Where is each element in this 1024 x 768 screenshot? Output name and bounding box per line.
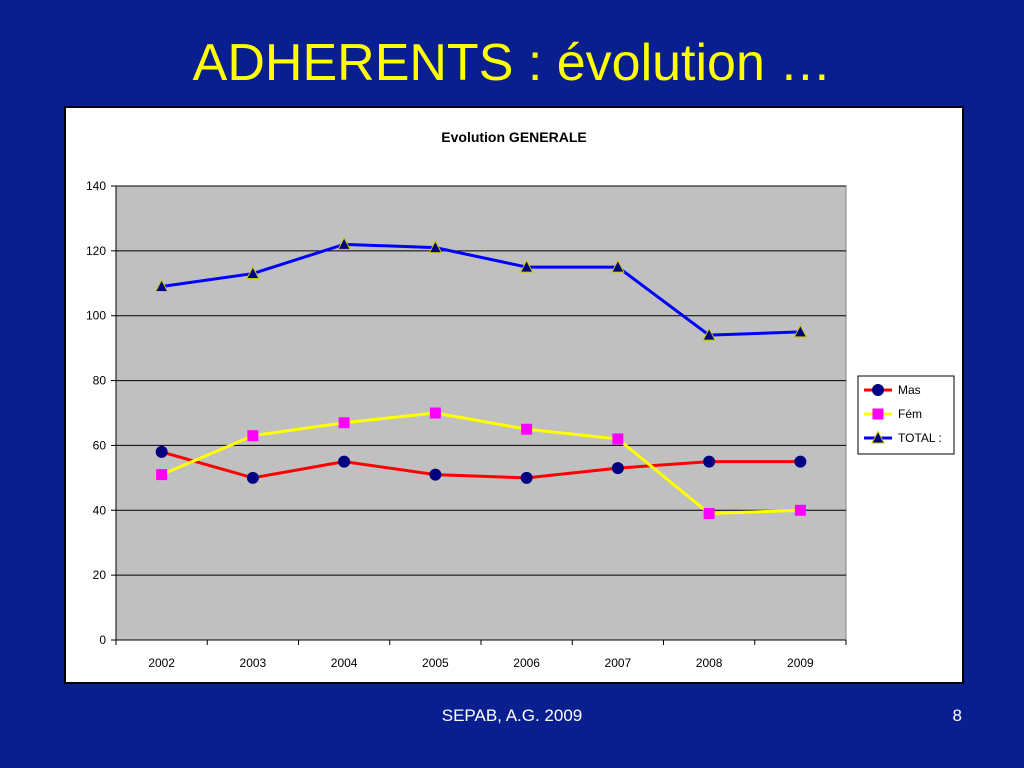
data-point [429,407,441,419]
y-tick-label: 60 [93,438,107,452]
data-point [520,471,533,484]
data-point [521,423,533,435]
x-tick-label: 2007 [605,656,632,670]
x-tick-label: 2003 [240,656,267,670]
legend-label: Mas [898,383,921,397]
data-point [154,278,169,293]
data-point [337,236,351,250]
legend-marker [872,408,884,420]
plot-area [115,185,847,641]
slide-title: ADHERENTS : évolution … [192,34,832,92]
y-tick-label: 140 [86,179,106,193]
y-tick-label: 40 [93,503,107,517]
legend-label: TOTAL : [898,431,942,445]
data-point [428,240,443,254]
line-chart: Evolution GENERALE 0 20 40 60 80 100 120 140 2002… [86,129,955,670]
data-point [246,265,260,280]
data-point [519,259,534,273]
y-tick-label: 0 [99,633,106,647]
data-point [611,462,624,475]
series-line-2 [161,242,801,337]
data-point [611,259,625,273]
legend-label: Fém [898,407,922,421]
y-tick-label: 100 [86,309,106,323]
data-point [794,455,807,468]
page-number: 8 [952,706,962,725]
legend-marker [872,384,884,396]
data-point [702,327,716,341]
y-tick-label: 20 [93,568,107,582]
y-tick-label: 120 [86,244,106,258]
series-line-1 [161,411,801,516]
x-tick-label: 2009 [787,656,814,670]
x-tick-label: 2006 [513,656,540,670]
data-point [338,455,351,468]
data-point [612,433,624,445]
x-tick-label: 2002 [148,656,175,670]
data-point [156,469,168,481]
x-tick-label: 2004 [331,656,358,670]
y-tick-label: 80 [93,374,107,388]
x-tick-label: 2008 [696,656,723,670]
data-point [155,445,168,458]
chart-panel: Evolution GENERALE 0 20 40 60 80 100 120 140 2002… [64,106,964,684]
data-point [338,417,350,429]
series-line-0 [161,450,801,480]
chart-title: Evolution GENERALE [441,129,586,145]
data-point [794,504,806,516]
data-point [703,508,715,520]
data-point [703,455,716,468]
data-point [246,471,259,484]
data-point [247,430,259,442]
data-point [793,324,808,338]
data-point [429,468,442,481]
legend-marker [871,430,885,444]
footer-text: SEPAB, A.G. 2009 [441,706,583,725]
x-tick-label: 2005 [422,656,449,670]
